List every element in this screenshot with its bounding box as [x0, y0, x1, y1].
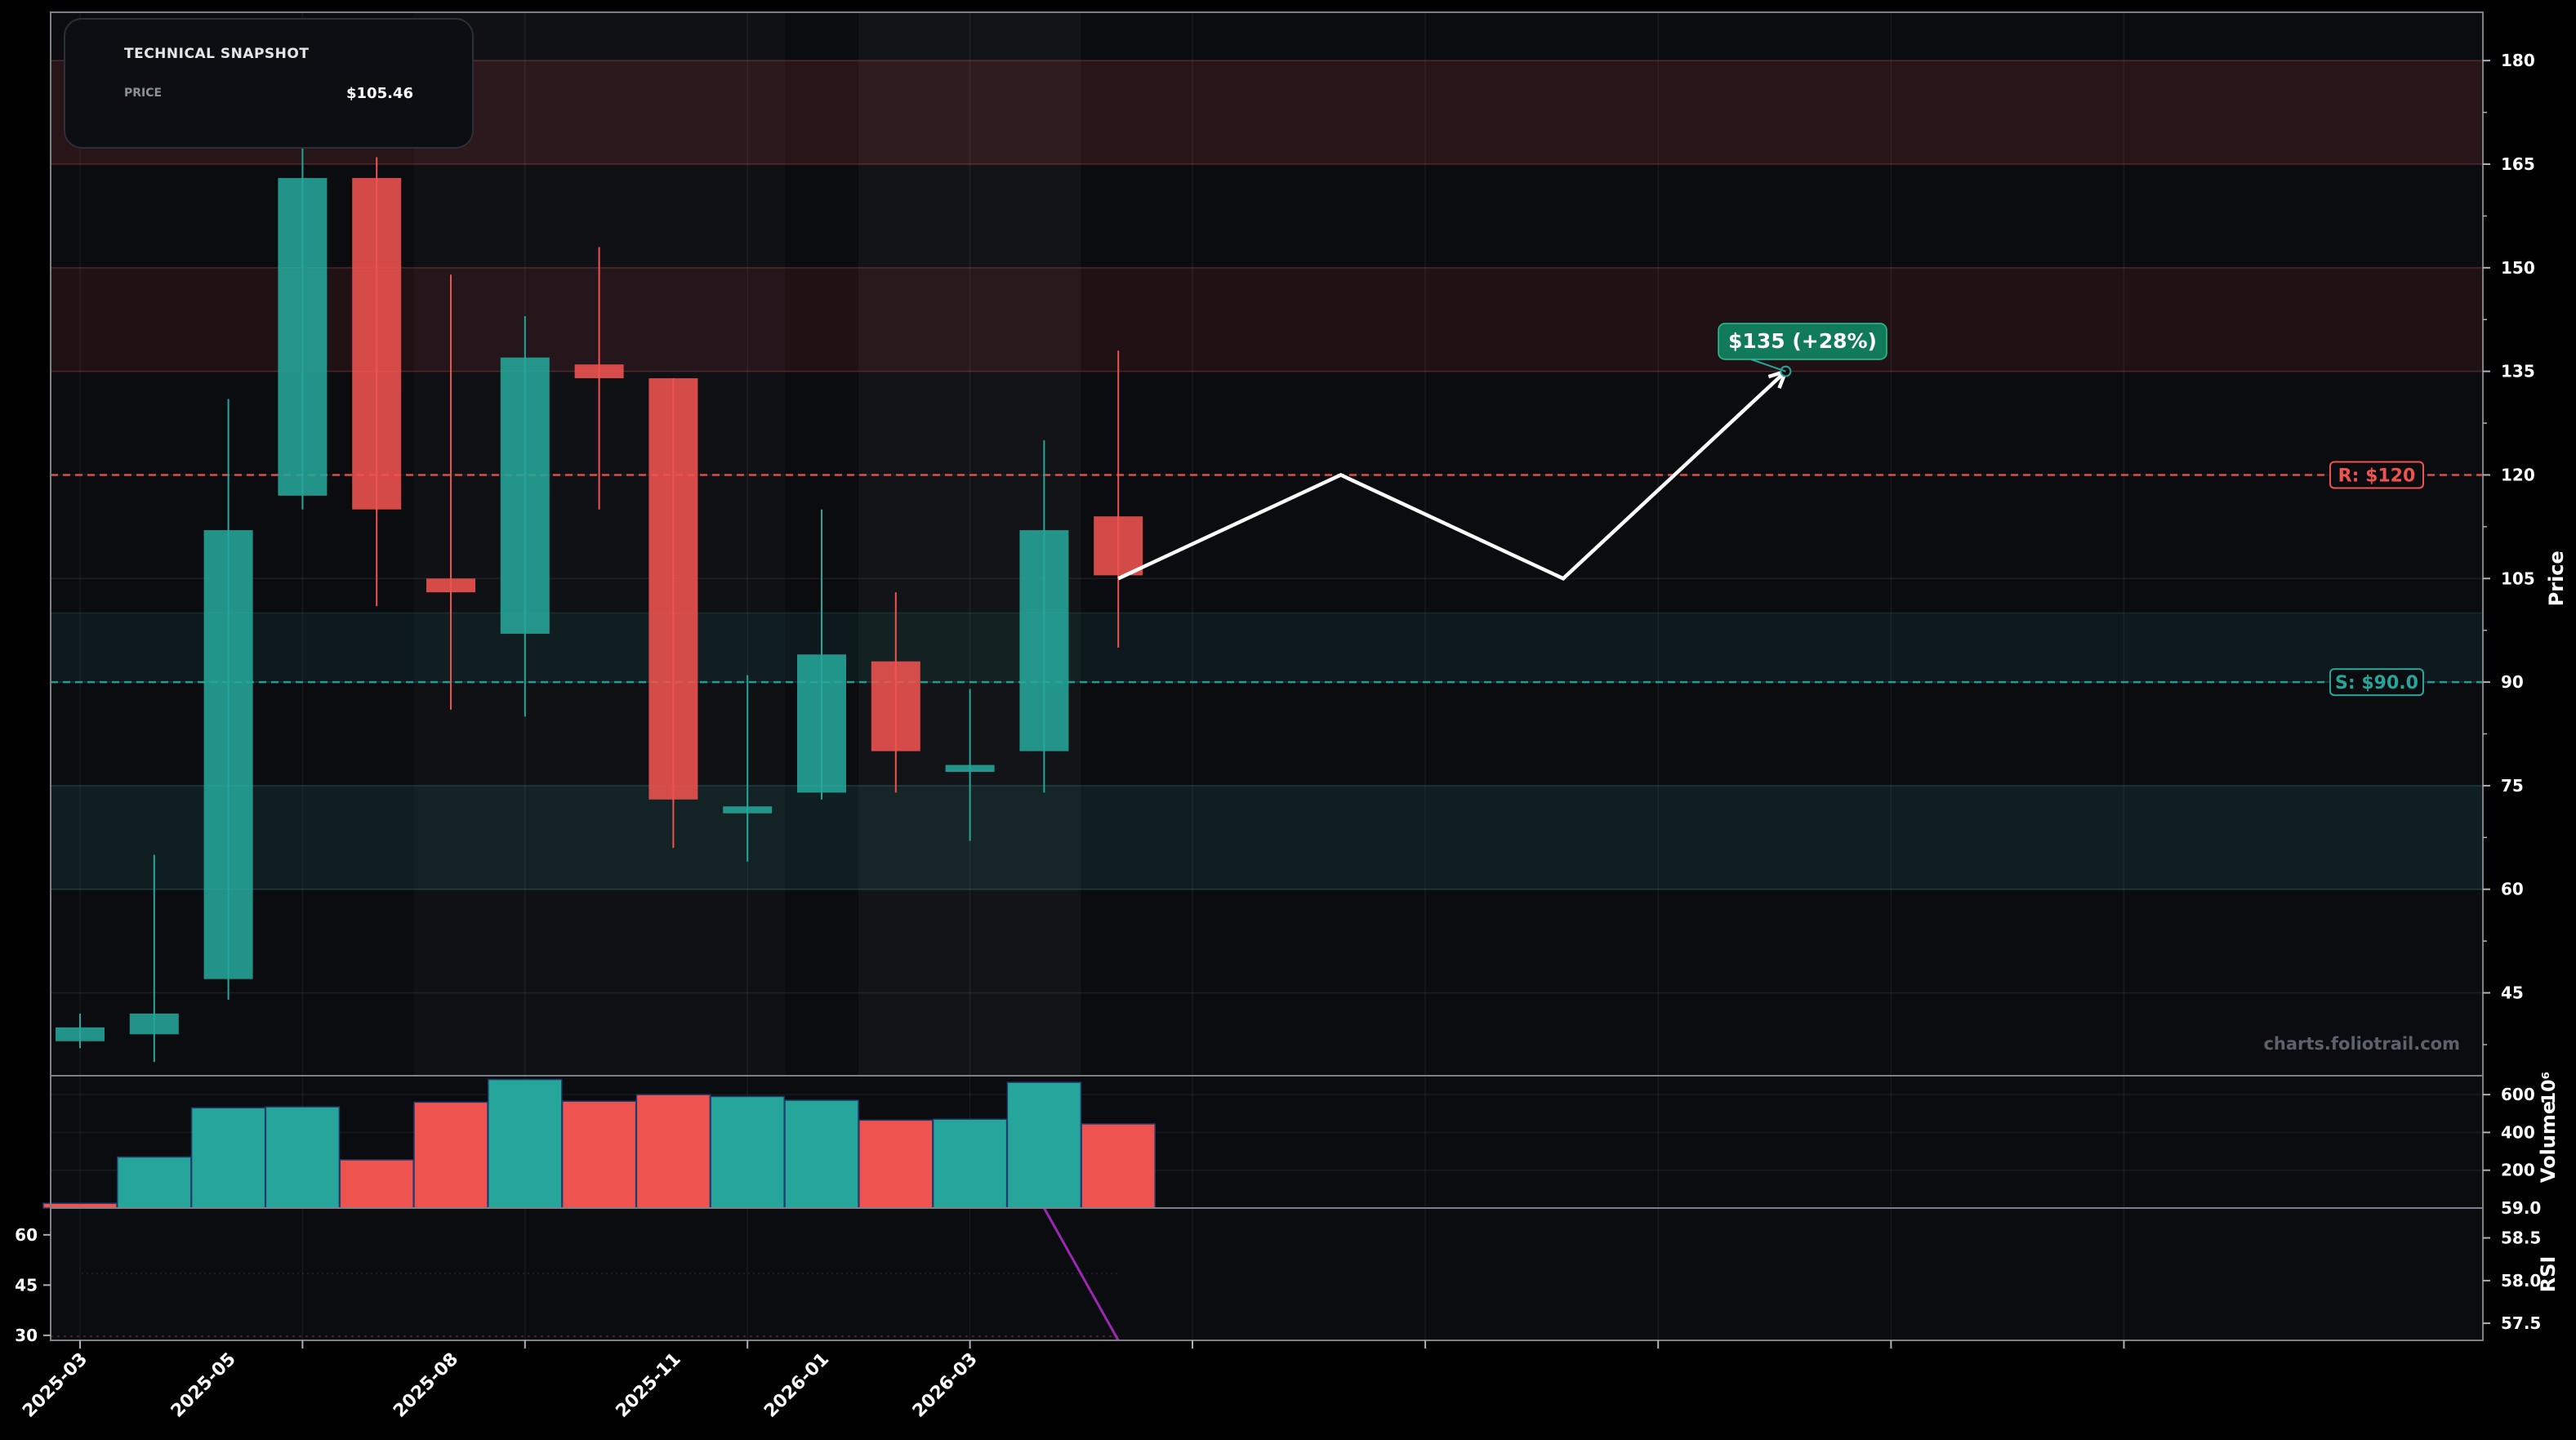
y-tick-label: 180	[2501, 51, 2535, 70]
volume-bar	[1006, 1081, 1082, 1209]
rsi-left-tick-label: 60	[15, 1225, 38, 1245]
rsi-left-tick-label: 30	[15, 1326, 38, 1345]
volume-unit-label: 10⁶	[2539, 1072, 2560, 1104]
y-tick-label: 150	[2501, 258, 2535, 278]
target-badge	[1718, 323, 1887, 360]
candle-body	[574, 364, 624, 379]
panel-frame	[50, 1207, 2484, 1341]
resistance-level-label: R: $120	[2338, 466, 2416, 486]
volume-bar	[117, 1156, 192, 1209]
candle-body	[1094, 516, 1143, 576]
volume-bar	[710, 1095, 785, 1209]
resistance-level-badge	[2329, 461, 2424, 489]
volume-bar	[190, 1107, 266, 1209]
candlestick	[203, 399, 253, 1000]
y-tick-label: 165	[2501, 154, 2535, 174]
y-tick-label: 75	[2501, 776, 2524, 796]
support-zone	[51, 785, 2483, 889]
watermark: charts.foliotrail.com	[2263, 1034, 2460, 1054]
volume-bar	[265, 1106, 341, 1209]
y-tick-label: 60	[2501, 880, 2524, 899]
support-level-label: S: $90.0	[2335, 673, 2418, 693]
y-tick-label: 105	[2501, 568, 2535, 588]
volume-bar	[784, 1099, 859, 1209]
candle-body	[426, 578, 475, 593]
volume-tick-label: 400	[2501, 1122, 2535, 1142]
candlestick	[797, 509, 846, 800]
volume-bar	[1081, 1123, 1156, 1209]
volume-floor-tick-label: 59.0	[2501, 1198, 2541, 1218]
rsi-axis-label: RSI	[2537, 1256, 2560, 1293]
candle-body	[871, 661, 920, 751]
y-tick-label: 120	[2501, 465, 2535, 484]
target-label: $135 (+28%)	[1728, 329, 1877, 353]
volume-bar	[858, 1119, 934, 1209]
candlestick	[723, 675, 773, 862]
candlestick	[574, 247, 624, 510]
support-zone	[51, 613, 2483, 683]
target-connector	[1750, 359, 1786, 372]
candlestick	[945, 689, 995, 841]
rsi-line	[1043, 1207, 1120, 1341]
snapshot-price-label: PRICE	[124, 87, 163, 100]
candle-body	[797, 654, 846, 793]
y-tick-label: 135	[2501, 362, 2535, 381]
candlestick	[352, 157, 402, 607]
projection-path	[1117, 369, 1787, 581]
candle-body	[723, 806, 773, 814]
volume-bar	[932, 1118, 1008, 1209]
candle-body	[352, 177, 402, 510]
candle-body	[56, 1027, 105, 1041]
candle-body	[1019, 530, 1069, 751]
volume-bar	[635, 1094, 711, 1209]
candlestick	[56, 1013, 105, 1049]
volume-tick-label: 200	[2501, 1161, 2535, 1180]
candle-body	[129, 1013, 179, 1035]
price-axis-label: Price	[2545, 551, 2568, 606]
candlestick	[500, 316, 550, 717]
support-level-badge	[2329, 668, 2424, 697]
rsi-panel-background	[51, 1208, 2483, 1340]
volume-bar	[413, 1101, 488, 1209]
candlestick	[129, 854, 179, 1063]
rsi-right-tick-label: 58.5	[2501, 1228, 2541, 1248]
candlestick	[648, 378, 698, 848]
candle-body	[278, 177, 328, 496]
snapshot-price-value: $105.46	[346, 85, 413, 102]
candlestick	[1019, 440, 1069, 793]
candle-body	[648, 378, 698, 800]
volume-axis-label: Volume	[2537, 1101, 2560, 1183]
snapshot-title: TECHNICAL SNAPSHOT	[124, 46, 310, 62]
y-tick-label: 45	[2501, 983, 2524, 1003]
volume-bar	[488, 1078, 563, 1209]
candlestick	[1094, 350, 1143, 648]
volume-bar	[339, 1159, 414, 1209]
volume-tick-label: 600	[2501, 1085, 2535, 1104]
candle-body	[203, 530, 253, 979]
rsi-right-tick-label: 57.5	[2501, 1313, 2541, 1333]
technical-snapshot-panel: TECHNICAL SNAPSHOT PRICE $105.46	[64, 18, 474, 149]
y-tick-label: 90	[2501, 672, 2524, 692]
candlestick	[426, 274, 475, 710]
candlestick	[278, 19, 328, 510]
rsi-right-tick-label: 58.0	[2501, 1271, 2541, 1291]
shading-band	[414, 12, 785, 1076]
rsi-left-tick-label: 45	[15, 1275, 38, 1295]
candle-body	[500, 357, 550, 634]
resistance-zone	[51, 267, 2483, 372]
price-panel-background	[51, 12, 2483, 1076]
candle-body	[945, 765, 995, 772]
volume-bar	[561, 1100, 637, 1209]
candlestick	[871, 592, 920, 793]
